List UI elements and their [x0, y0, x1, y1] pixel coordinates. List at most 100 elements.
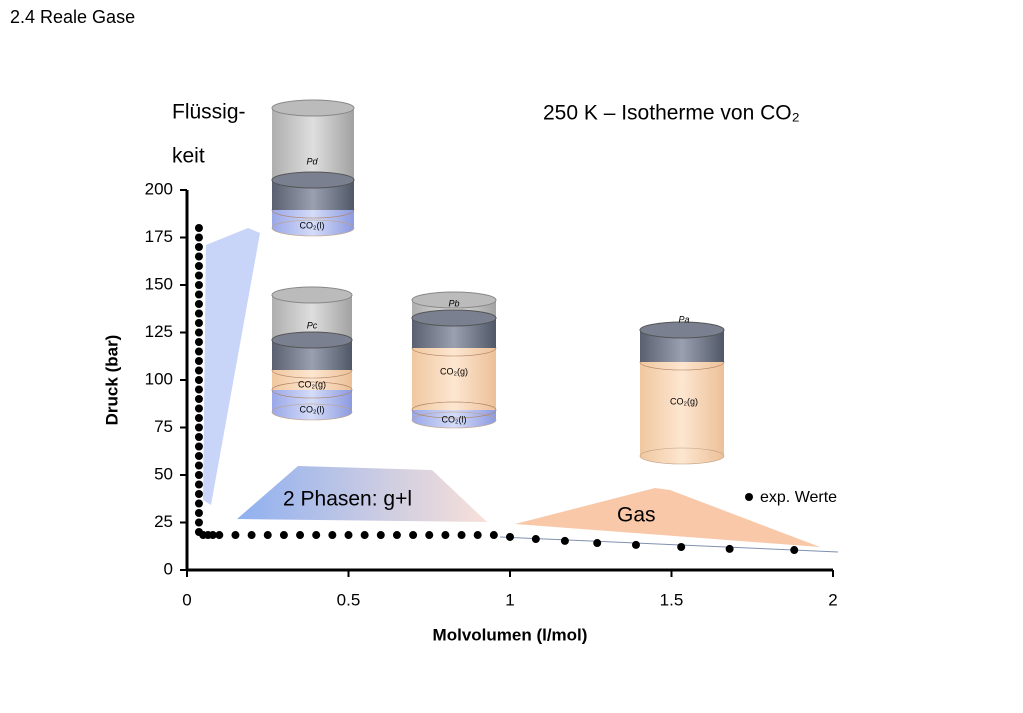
slide-title: 2.4 Reale Gase	[10, 7, 135, 27]
data-point	[194, 366, 203, 375]
cylinder-label: CO₂(g)	[670, 396, 698, 406]
annotation: Flüssig-	[172, 101, 246, 124]
data-point	[194, 376, 203, 384]
x-axis-label: Molvolumen (l/mol)	[433, 625, 588, 644]
y-axis-label: Druck (bar)	[102, 335, 121, 426]
y-tick-label: 25	[154, 512, 173, 531]
annotation: Gas	[617, 504, 656, 527]
data-point	[194, 433, 203, 441]
data-point	[194, 395, 203, 403]
x-tick-label: 0	[182, 590, 191, 609]
data-point	[360, 531, 369, 540]
data-point	[194, 490, 203, 498]
data-point	[208, 531, 217, 540]
piston-top	[271, 171, 355, 189]
data-point	[194, 319, 203, 327]
fluid-bottom	[639, 447, 725, 465]
data-point	[194, 461, 203, 470]
cylinder-label: CO₂(g)	[298, 379, 326, 389]
fluid-bottom	[411, 411, 497, 429]
data-point	[506, 532, 514, 541]
data-point	[194, 290, 203, 299]
y-tick-label: 125	[145, 322, 173, 341]
data-point	[194, 309, 203, 318]
data-point	[194, 442, 203, 451]
data-point	[194, 271, 203, 280]
cylinder-label: Pa	[678, 314, 689, 324]
cylinder-label: CO₂(l)	[442, 414, 467, 424]
y-tick-label: 175	[145, 227, 173, 246]
data-point	[194, 233, 203, 242]
data-point	[194, 347, 203, 356]
data-point	[194, 423, 203, 432]
data-point	[425, 531, 434, 540]
fluid	[412, 348, 496, 410]
chart-title: 250 K – Isotherme von CO₂	[543, 102, 800, 125]
data-point	[344, 531, 353, 540]
fit-line	[499, 536, 839, 553]
y-tick-label: 0	[164, 559, 173, 578]
data-point	[328, 531, 337, 540]
data-point	[725, 544, 734, 553]
data-point	[790, 546, 799, 555]
x-tick-label: 2	[828, 590, 837, 609]
data-point	[194, 338, 203, 346]
fluid-bottom	[271, 219, 355, 237]
data-point	[194, 300, 203, 308]
data-point	[677, 543, 686, 552]
fluid-bottom	[271, 403, 353, 421]
x-tick-label: 0.5	[337, 590, 361, 609]
cylinder-label: CO₂(l)	[300, 220, 325, 230]
cylinder-label: Pd	[306, 156, 318, 166]
piston-top	[271, 331, 353, 349]
data-point	[441, 531, 450, 540]
gas-region	[515, 488, 820, 547]
data-point	[194, 262, 203, 270]
legend-marker	[745, 493, 753, 501]
data-point	[409, 531, 418, 540]
data-point	[194, 385, 203, 394]
y-tick-label: 100	[145, 369, 173, 388]
data-point	[194, 480, 203, 489]
y-tick-label: 75	[154, 417, 173, 436]
data-point	[489, 531, 498, 540]
annotation: keit	[172, 145, 205, 168]
data-point	[194, 357, 203, 365]
cylinder-body	[272, 108, 354, 180]
cylinder-label: Pb	[448, 298, 459, 308]
data-point	[263, 531, 272, 540]
fluid-surface	[411, 401, 497, 419]
data-point	[194, 252, 203, 261]
y-tick-label: 200	[145, 179, 173, 198]
data-point	[312, 531, 321, 540]
data-point	[194, 471, 203, 479]
legend-label: exp. Werte	[760, 489, 837, 506]
data-point	[194, 224, 203, 232]
fluid-surface	[271, 381, 353, 399]
data-point	[392, 531, 401, 540]
fluid	[640, 362, 724, 456]
data-point	[194, 281, 203, 289]
data-point	[194, 499, 203, 508]
data-point	[376, 531, 385, 540]
cylinder-top	[271, 286, 353, 304]
data-point	[473, 531, 482, 540]
data-point	[531, 535, 540, 544]
data-point	[593, 539, 602, 548]
data-point	[194, 518, 203, 527]
data-point	[296, 531, 305, 540]
data-point	[457, 531, 466, 540]
data-point	[194, 404, 203, 413]
piston-top	[639, 321, 725, 339]
cylinder-top	[271, 99, 355, 117]
piston-top	[411, 309, 497, 327]
liquid-wedge	[203, 228, 260, 505]
data-point	[215, 531, 224, 540]
data-point	[194, 328, 203, 337]
data-point	[194, 509, 203, 517]
cylinder-top	[411, 291, 497, 309]
y-tick-label: 150	[145, 274, 173, 293]
data-point	[194, 243, 203, 251]
